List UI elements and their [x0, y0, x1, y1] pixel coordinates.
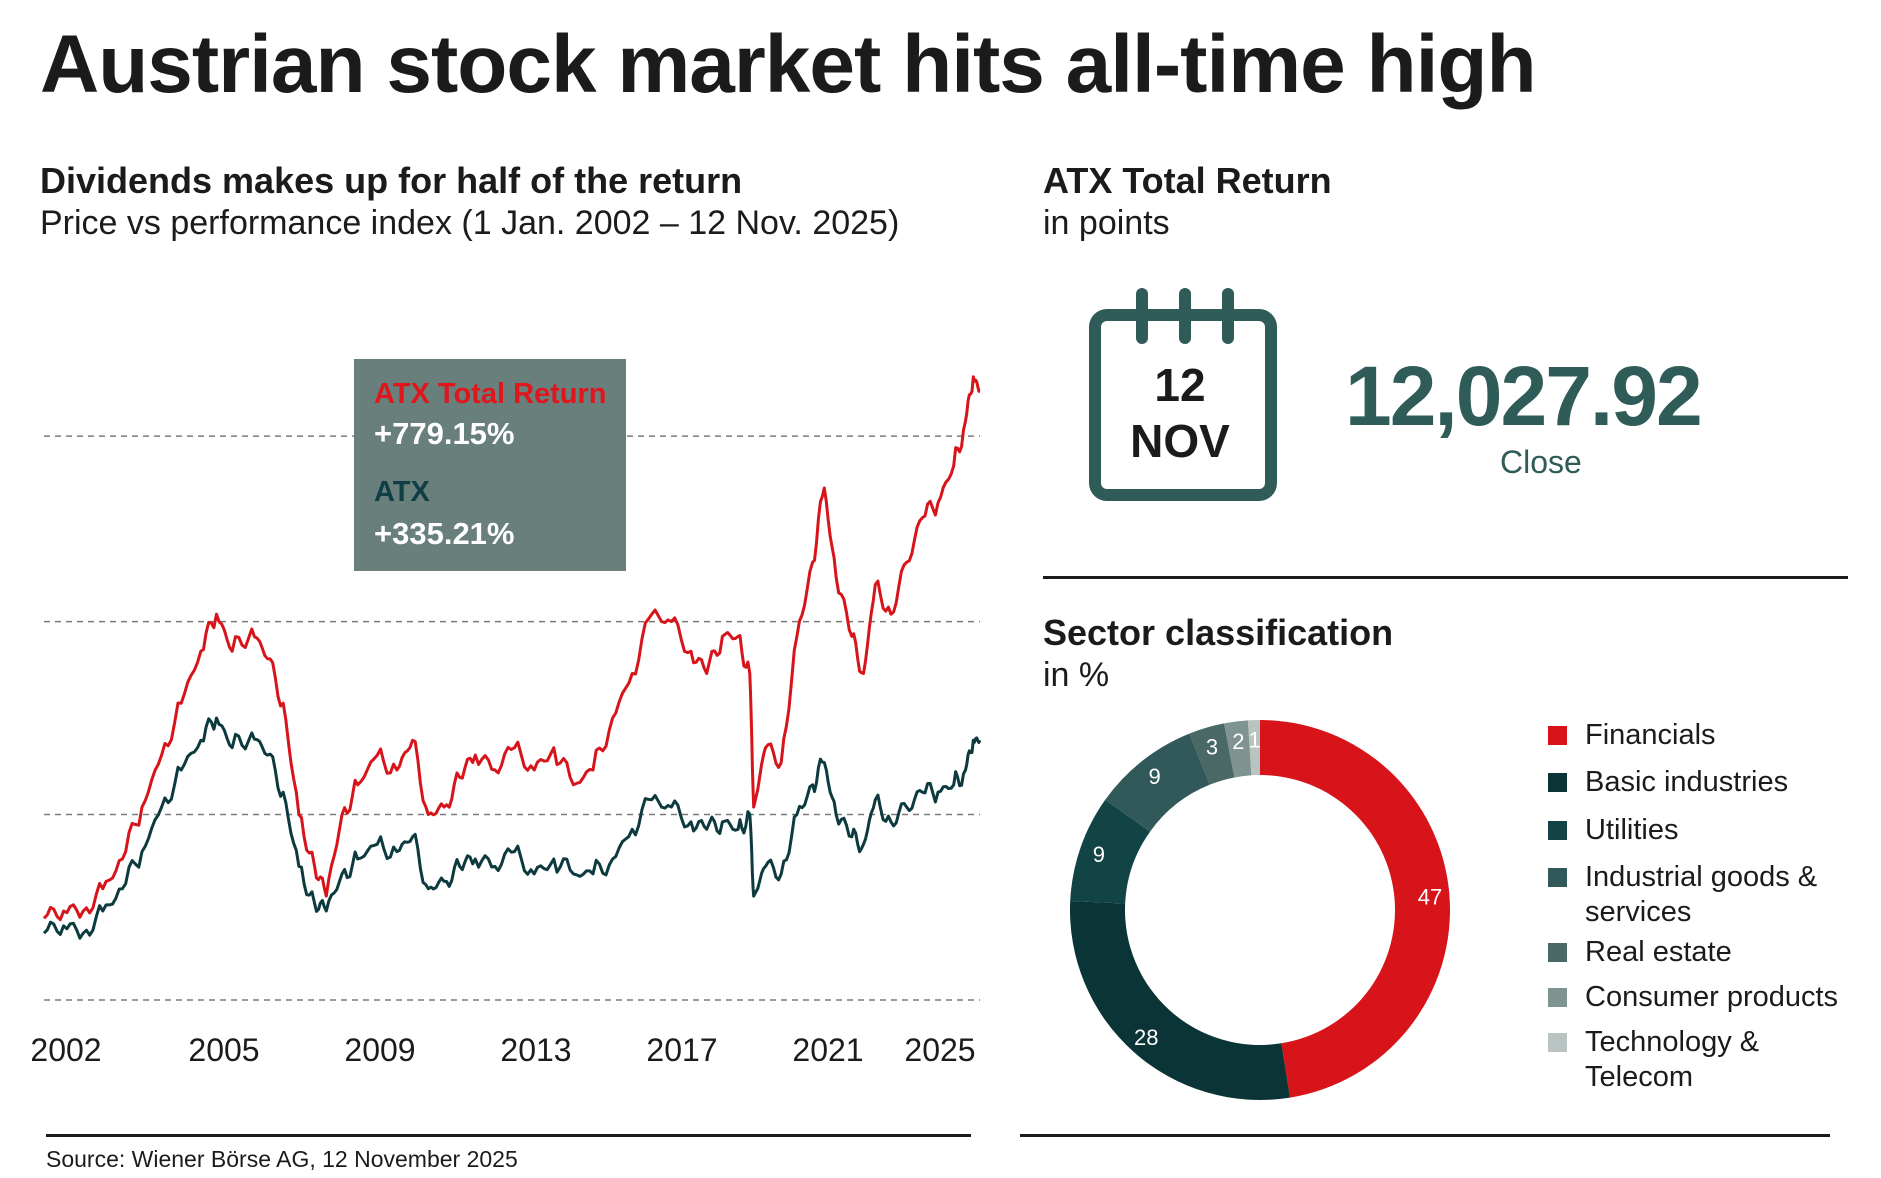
donut-slice-consumer-products — [1224, 720, 1252, 778]
donut-slice-technology-telecom — [1247, 720, 1260, 776]
legend-label: Technology & Telecom — [1585, 1026, 1760, 1093]
legend-swatch — [1548, 868, 1567, 887]
right-bottom-rule — [1020, 1134, 1830, 1137]
legend-swatch — [1548, 821, 1567, 840]
legend-label: Consumer products — [1585, 981, 1839, 1013]
page-title: Austrian stock market hits all-time high — [40, 19, 1537, 110]
line-chart-title: Dividends makes up for half of the retur… — [40, 160, 743, 201]
x-tick-label: 2002 — [30, 1032, 102, 1068]
legend-swatch — [1548, 773, 1567, 792]
line-chart — [42, 375, 982, 1001]
line-chart-subtitle: Price vs performance index (1 Jan. 2002 … — [40, 204, 900, 242]
source-note: Source: Wiener Börse AG, 12 November 202… — [46, 1146, 518, 1172]
legend-swatch — [1548, 726, 1567, 745]
legend-swatch — [1548, 988, 1567, 1007]
calendar-day: 12 — [1154, 359, 1206, 411]
donut-value-label: 1 — [1248, 728, 1260, 753]
legend-series-atx-tr-change: +779.15% — [374, 416, 515, 451]
left-bottom-rule — [46, 1134, 971, 1137]
x-tick-label: 2021 — [792, 1032, 864, 1068]
x-tick-label: 2009 — [344, 1032, 416, 1068]
donut-value-label: 9 — [1093, 842, 1105, 867]
line-chart-legend-box — [354, 359, 626, 571]
close-label: Close — [1500, 444, 1582, 480]
x-tick-label: 2017 — [646, 1032, 718, 1068]
close-value: 12,027.92 — [1345, 349, 1703, 443]
donut-slice-financials — [1260, 720, 1451, 1098]
donut-value-label: 9 — [1148, 764, 1160, 789]
x-tick-label: 2013 — [500, 1032, 572, 1068]
atx-tr-subtitle: in points — [1043, 204, 1170, 242]
donut-slice-basic-industries — [1070, 900, 1291, 1100]
legend-label: Industrial goods & services — [1585, 861, 1818, 928]
calendar-month: NOV — [1130, 415, 1230, 467]
legend-label: Basic industries — [1585, 766, 1789, 798]
donut-slice-industrial-goods-services — [1105, 733, 1210, 832]
sector-subtitle: in % — [1043, 656, 1110, 694]
donut-chart: 47 28 9 9 3 2 1 — [1070, 720, 1451, 1100]
legend-swatch — [1548, 943, 1567, 962]
donut-value-label: 3 — [1206, 734, 1218, 759]
legend-label: Financials — [1585, 719, 1716, 751]
legend-series-atx-change: +335.21% — [374, 516, 515, 551]
x-tick-label: 2025 — [904, 1032, 976, 1068]
legend-label: Utilities — [1585, 814, 1679, 846]
donut-value-label: 28 — [1134, 1025, 1158, 1050]
calendar-icon — [1089, 288, 1277, 501]
sector-title: Sector classification — [1043, 612, 1394, 653]
donut-value-label: 2 — [1232, 729, 1244, 754]
series-line-atx — [42, 716, 982, 940]
donut-value-label: 47 — [1418, 885, 1442, 910]
atx-tr-title: ATX Total Return — [1043, 160, 1332, 201]
legend-series-atx-tr-name: ATX Total Return — [374, 378, 607, 410]
donut-slice-real-estate — [1189, 723, 1235, 785]
x-tick-label: 2005 — [188, 1032, 260, 1068]
donut-slice-utilities — [1070, 799, 1151, 904]
legend-swatch — [1548, 1033, 1567, 1052]
legend-label: Real estate — [1585, 936, 1732, 968]
right-mid-rule — [1043, 576, 1848, 579]
legend-series-atx-name: ATX — [374, 476, 430, 508]
series-line-atx-total-return — [42, 375, 981, 922]
